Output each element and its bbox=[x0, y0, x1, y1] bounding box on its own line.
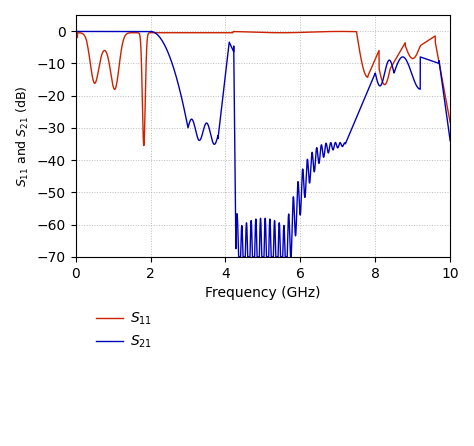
Legend: $S_{11}$, $S_{21}$: $S_{11}$, $S_{21}$ bbox=[90, 305, 158, 356]
$S_{21}$ bbox=[236, 254, 241, 260]
$S_{11}$ bbox=[298, 30, 303, 35]
$S_{21}$ bbox=[352, 118, 358, 123]
$S_{21}$ bbox=[73, 29, 79, 34]
Y-axis label: $S_{11}$ and $S_{21}$ (dB): $S_{11}$ and $S_{21}$ (dB) bbox=[15, 85, 31, 187]
$S_{11}$ bbox=[73, 35, 79, 40]
$S_{21}$ bbox=[447, 138, 453, 144]
$S_{21}$ bbox=[216, 129, 221, 135]
$S_{11}$ bbox=[141, 143, 146, 148]
$S_{11}$ bbox=[352, 29, 358, 34]
X-axis label: Frequency (GHz): Frequency (GHz) bbox=[205, 286, 320, 300]
$S_{21}$ bbox=[381, 74, 386, 80]
$S_{21}$ bbox=[141, 29, 146, 34]
$S_{11}$ bbox=[337, 29, 343, 34]
$S_{11}$ bbox=[381, 82, 387, 87]
Line: $S_{21}$: $S_{21}$ bbox=[76, 32, 450, 257]
Line: $S_{11}$: $S_{11}$ bbox=[76, 32, 450, 145]
$S_{11}$ bbox=[141, 142, 146, 148]
$S_{21}$ bbox=[298, 212, 303, 218]
$S_{11}$ bbox=[447, 120, 453, 125]
$S_{21}$ bbox=[317, 160, 322, 165]
$S_{11}$ bbox=[216, 30, 222, 35]
$S_{11}$ bbox=[317, 29, 322, 34]
